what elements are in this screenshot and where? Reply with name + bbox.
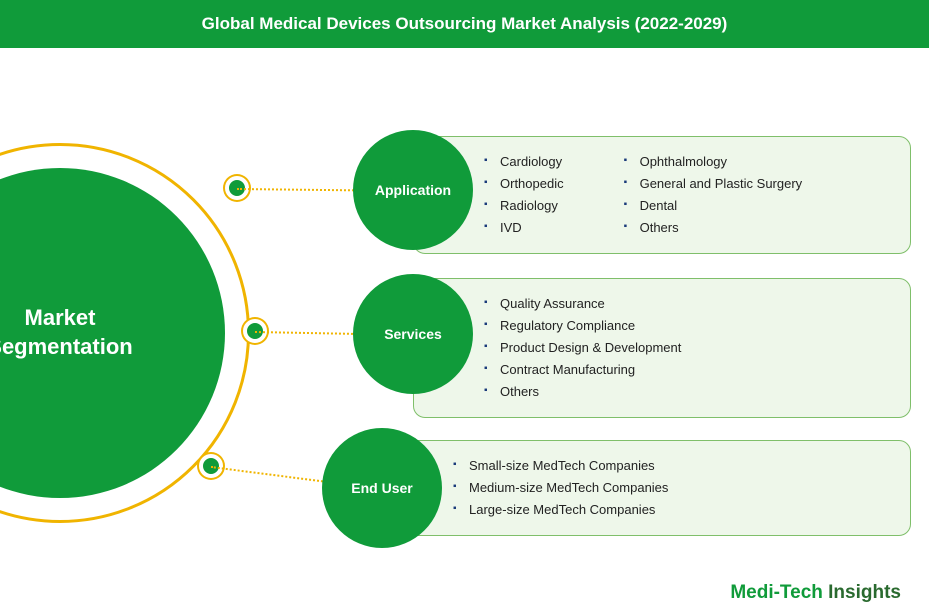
list-item: Small-size MedTech Companies xyxy=(453,455,668,477)
list-item: Contract Manufacturing xyxy=(484,359,681,381)
panel-column: Quality AssuranceRegulatory CompliancePr… xyxy=(484,293,681,403)
list-item: Others xyxy=(484,381,681,403)
panel-column: CardiologyOrthopedicRadiologyIVD xyxy=(484,151,564,239)
category-circle-application: Application xyxy=(353,130,473,250)
list-item: Ophthalmology xyxy=(624,151,803,173)
list-item: Cardiology xyxy=(484,151,564,173)
panel-end-user: Small-size MedTech CompaniesMedium-size … xyxy=(382,440,911,536)
list-item: Radiology xyxy=(484,195,564,217)
panel-application: CardiologyOrthopedicRadiologyIVD Ophthalm… xyxy=(413,136,911,254)
category-label: Services xyxy=(384,326,442,342)
list-item: Large-size MedTech Companies xyxy=(453,499,668,521)
list-item: Product Design & Development xyxy=(484,337,681,359)
list-item: Orthopedic xyxy=(484,173,564,195)
list-item: Quality Assurance xyxy=(484,293,681,315)
hub-label: MarketSegmentation xyxy=(0,304,133,361)
list-item: IVD xyxy=(484,217,564,239)
list-item: Dental xyxy=(624,195,803,217)
category-label: End User xyxy=(351,480,412,496)
header-title: Global Medical Devices Outsourcing Marke… xyxy=(202,14,728,34)
brand-part-b: Insights xyxy=(828,582,901,603)
panel-column: OphthalmologyGeneral and Plastic Surgery… xyxy=(624,151,803,239)
diagram-canvas: MarketSegmentation CardiologyOrthopedicR… xyxy=(0,48,929,568)
list-item: Regulatory Compliance xyxy=(484,315,681,337)
category-circle-services: Services xyxy=(353,274,473,394)
panel-services: Quality AssuranceRegulatory CompliancePr… xyxy=(413,278,911,418)
list-item: General and Plastic Surgery xyxy=(624,173,803,195)
list-item: Medium-size MedTech Companies xyxy=(453,477,668,499)
brand-part-a: Medi-Tech xyxy=(730,582,828,603)
category-circle-end-user: End User xyxy=(322,428,442,548)
panel-column: Small-size MedTech CompaniesMedium-size … xyxy=(453,455,668,521)
list-item: Others xyxy=(624,217,803,239)
category-label: Application xyxy=(375,182,451,198)
header-bar: Global Medical Devices Outsourcing Marke… xyxy=(0,0,929,48)
brand-logo: Medi-Tech Insights xyxy=(730,582,901,604)
